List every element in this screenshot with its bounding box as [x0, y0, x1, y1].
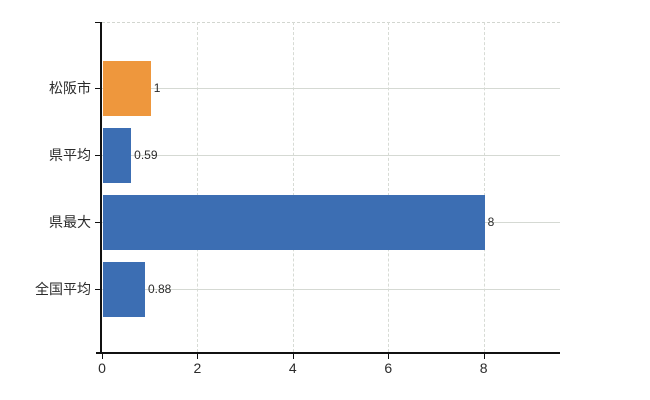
- x-tick-mark: [483, 354, 485, 359]
- vertical-gridline: [483, 22, 485, 352]
- horizontal-gridline: [102, 88, 560, 89]
- x-tick-label: 4: [288, 360, 297, 376]
- x-tick-label: 8: [479, 360, 488, 376]
- x-tick-label: 2: [193, 360, 202, 376]
- y-axis: [100, 22, 102, 354]
- horizontal-gridline: [102, 289, 560, 290]
- category-label: 県平均: [49, 147, 91, 163]
- y-tick-mark: [95, 289, 102, 290]
- vertical-gridline: [197, 22, 199, 352]
- value-label: 0.88: [147, 282, 172, 296]
- category-label: 松阪市: [49, 80, 91, 96]
- x-tick-mark: [102, 354, 103, 359]
- bar: [103, 127, 132, 183]
- bar: [103, 194, 485, 250]
- plot-top-border: [102, 22, 560, 23]
- category-label: 県最大: [49, 214, 91, 230]
- y-tick-mark: [95, 222, 102, 223]
- bar: [103, 261, 145, 317]
- x-tick-label: 0: [98, 360, 106, 376]
- x-tick-mark: [197, 354, 199, 359]
- x-tick-mark: [388, 354, 390, 359]
- vertical-gridline: [292, 22, 294, 352]
- y-axis-end-tick-mark: [95, 22, 102, 23]
- value-label: 8: [487, 215, 495, 229]
- horizontal-gridline: [102, 155, 560, 156]
- x-tick-label: 6: [384, 360, 393, 376]
- bar: [103, 60, 151, 116]
- x-axis: [96, 352, 560, 354]
- category-label: 全国平均: [35, 281, 91, 297]
- vertical-gridline: [388, 22, 390, 352]
- y-tick-mark: [95, 88, 102, 89]
- y-tick-mark: [95, 155, 102, 156]
- value-label: 0.59: [134, 148, 158, 162]
- x-tick-mark: [292, 354, 294, 359]
- value-label: 1: [153, 81, 161, 95]
